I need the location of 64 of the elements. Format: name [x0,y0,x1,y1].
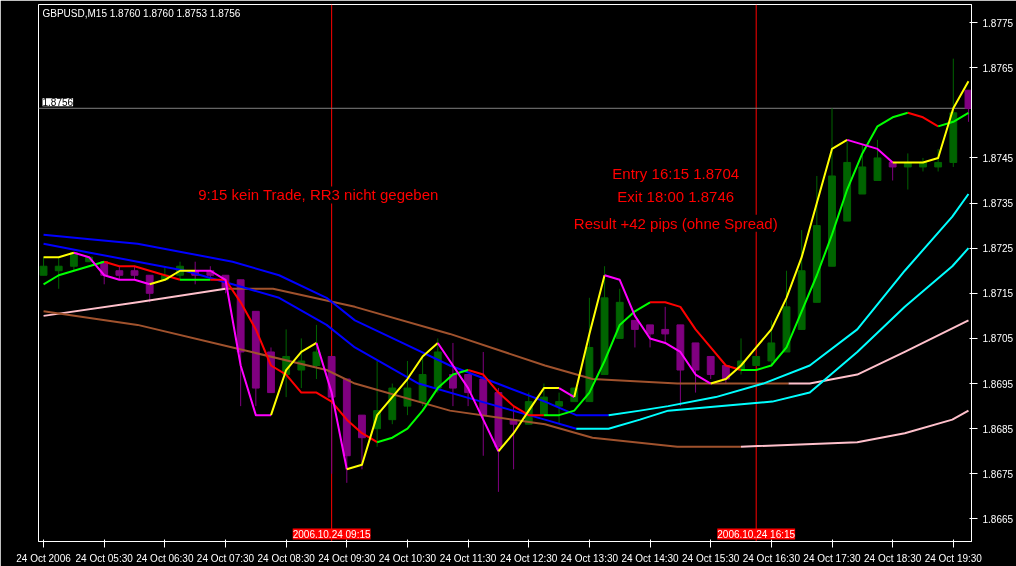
candlestick [312,324,321,380]
candlestick [767,319,776,367]
line-series [42,310,743,448]
y-tick-label: 1.8675 [982,468,1014,480]
candlestick [873,139,882,181]
candlestick [934,148,943,172]
x-tick-label: 24 Oct 13:30 [560,552,619,564]
x-tick-label: 24 Oct 18:30 [864,552,922,564]
candlestick [630,319,639,348]
y-tick-label: 1.8665 [982,513,1014,525]
y-tick-label: 1.8745 [982,152,1014,164]
candlestick [358,414,366,470]
annotation: Exit 18:00 1.8746 [617,188,735,206]
annotation: Result +42 pips (ohne Spread) [573,214,778,232]
x-tick-label: 24 Oct 14:30 [621,552,680,564]
line-series [42,233,610,417]
candlestick [39,256,48,276]
line-series [269,341,318,417]
y-tick-label: 1.8705 [982,333,1014,345]
x-tick-label: 24 Oct 15:30 [682,552,740,564]
y-tick-label: 1.8725 [982,243,1014,255]
candlestick [903,152,912,191]
ref-line-label: 1.8756 [42,97,74,109]
candlestick [706,355,715,380]
candlestick [449,342,457,407]
line-series [575,247,970,430]
y-tick-label: 1.8765 [982,62,1014,74]
candlestick [145,274,154,303]
x-tick-label: 24 Oct 16:30 [742,552,801,564]
annotation: Entry 16:15 1.8704 [612,165,740,183]
x-tick-label: 24 Oct 05:30 [75,552,134,564]
y-tick-label: 1.8775 [982,17,1014,29]
x-tick-label: 24 Oct 09:30 [318,552,376,564]
line-series [345,341,439,471]
line-series [436,341,500,453]
line-series [787,319,970,385]
line-series [740,409,970,448]
y-tick-label: 1.8695 [982,378,1014,390]
x-tick-label: 24 Oct 2006 [16,552,72,564]
ref-line-label: 2006.10.24 16:15 [717,528,796,540]
y-tick-label: 1.8715 [982,288,1014,300]
x-tick-label: 24 Oct 10:30 [378,552,437,564]
y-tick-label: 1.8685 [982,423,1014,435]
candlestick [646,324,654,348]
x-tick-label: 24 Oct 17:30 [803,552,862,564]
line-series [376,369,470,444]
line-series [603,274,712,385]
ref-line-label: 2006.10.24 09:15 [292,528,372,540]
chart-title: GBPUSD,M15 1.8760 1.8760 1.8753 1.8756 [42,7,241,19]
line-series [42,242,578,430]
x-tick-label: 24 Oct 07:30 [196,552,255,564]
candlestick [964,89,972,123]
x-tick-label: 24 Oct 11:30 [439,552,497,564]
candlestick [54,256,63,290]
candlestick [661,306,670,344]
line-series [542,301,652,417]
x-tick-label: 24 Oct 12:30 [500,552,558,564]
candlestick [555,392,563,425]
x-tick-label: 24 Oct 06:30 [136,552,194,564]
y-tick-label: 1.8735 [982,198,1014,210]
x-tick-label: 24 Oct 19:30 [924,552,983,564]
line-series [497,387,561,453]
x-tick-label: 24 Oct 08:30 [257,552,316,564]
annotation: 9:15 kein Trade, RR3 nicht gegeben [198,186,439,204]
